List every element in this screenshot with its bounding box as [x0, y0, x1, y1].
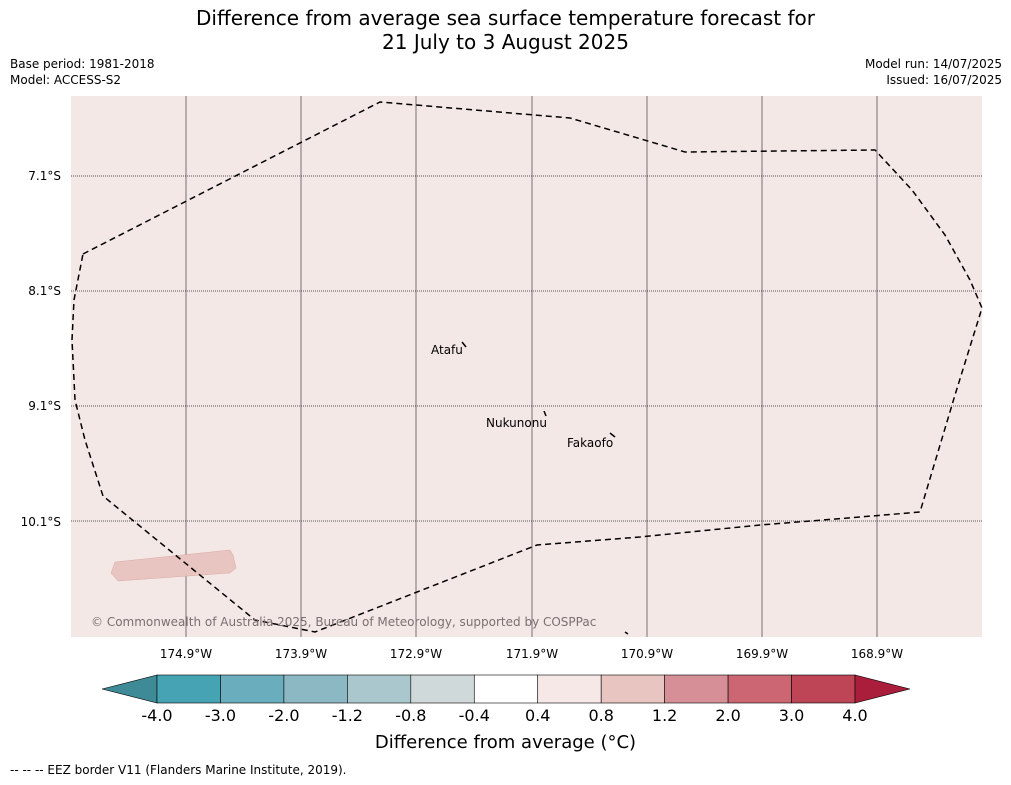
place-label-nukunonu: Nukunonu	[486, 416, 547, 430]
colorbar-tick-label: 0.8	[588, 706, 614, 725]
meridian-lines	[185, 96, 878, 637]
colorbar-tick-label: 2.0	[715, 706, 741, 725]
issued-date: Issued: 16/07/2025	[886, 73, 1002, 87]
fakaofo-island	[609, 432, 616, 438]
colorbar-segment	[537, 674, 602, 704]
base-period: Base period: 1981-2018	[10, 57, 155, 71]
lon-label: 168.9°W	[851, 647, 903, 661]
colorbar-tick-label: -4.0	[141, 706, 173, 725]
model-run: Model run: 14/07/2025	[864, 57, 1002, 71]
map-background	[71, 96, 982, 637]
colorbar-segment	[473, 674, 539, 704]
colorbar-segment	[600, 674, 665, 704]
colorbar-tick-label: 4.0	[842, 706, 868, 725]
colorbar-tick-label: -0.4	[458, 706, 490, 725]
colorbar-extend-low	[101, 674, 158, 704]
colorbar-segment	[727, 674, 792, 704]
colorbar-segment	[410, 674, 475, 704]
colorbar-title: Difference from average (°C)	[374, 732, 637, 753]
colorbar-tick-label: -2.0	[268, 706, 300, 725]
colorbar-segment	[156, 674, 221, 704]
lat-label: 7.1°S	[28, 169, 61, 183]
colorbar-tick-label: 1.2	[651, 706, 678, 725]
colorbar-tick-label: -1.2	[331, 706, 363, 725]
lon-label: 172.9°W	[390, 647, 442, 661]
meta-left: Base period: 1981-2018 Model: ACCESS-S2	[10, 56, 155, 88]
lon-label: 173.9°W	[275, 647, 327, 661]
lon-label: 170.9°W	[621, 647, 673, 661]
colorbar-segment	[283, 674, 348, 704]
colorbar	[101, 674, 911, 704]
islet-mark	[624, 631, 629, 635]
anomaly-patch	[110, 549, 237, 582]
title-line-1: Difference from average sea surface temp…	[195, 6, 815, 30]
meta-right: Model run: 14/07/2025 Issued: 16/07/2025	[865, 56, 1002, 88]
colorbar-tick-label: -0.8	[395, 706, 427, 725]
colorbar-segment	[664, 674, 729, 704]
colorbar-segment	[347, 674, 412, 704]
footer-legend: -- -- -- EEZ border V11 (Flanders Marine…	[10, 763, 347, 777]
colorbar-tick-label: 0.4	[524, 706, 551, 725]
lon-label: 171.9°W	[506, 647, 558, 661]
atafu-island	[461, 341, 467, 348]
title-line-2: 21 July to 3 August 2025	[382, 30, 629, 54]
copyright-text: © Commonwealth of Australia 2025, Bureau…	[91, 615, 596, 629]
place-label-atafu: Atafu	[431, 343, 463, 357]
lon-label: 169.9°W	[736, 647, 788, 661]
colorbar-segment	[791, 674, 856, 704]
colorbar-tick-label: -3.0	[204, 706, 237, 725]
eez-border	[71, 101, 983, 633]
lon-label: 174.9°W	[160, 647, 212, 661]
lat-label: 8.1°S	[28, 284, 61, 298]
colorbar-segment	[220, 674, 285, 704]
colorbar-tick-label: 3.0	[778, 706, 805, 725]
place-label-fakaofo: Fakaofo	[567, 436, 613, 450]
nukunonu-island	[543, 410, 547, 417]
colorbar-extend-high	[854, 674, 911, 704]
lat-label: 9.1°S	[28, 399, 61, 413]
map-title: Difference from average sea surface temp…	[0, 6, 1011, 54]
model-name: Model: ACCESS-S2	[10, 73, 122, 87]
lat-label: 10.1°S	[21, 515, 61, 529]
